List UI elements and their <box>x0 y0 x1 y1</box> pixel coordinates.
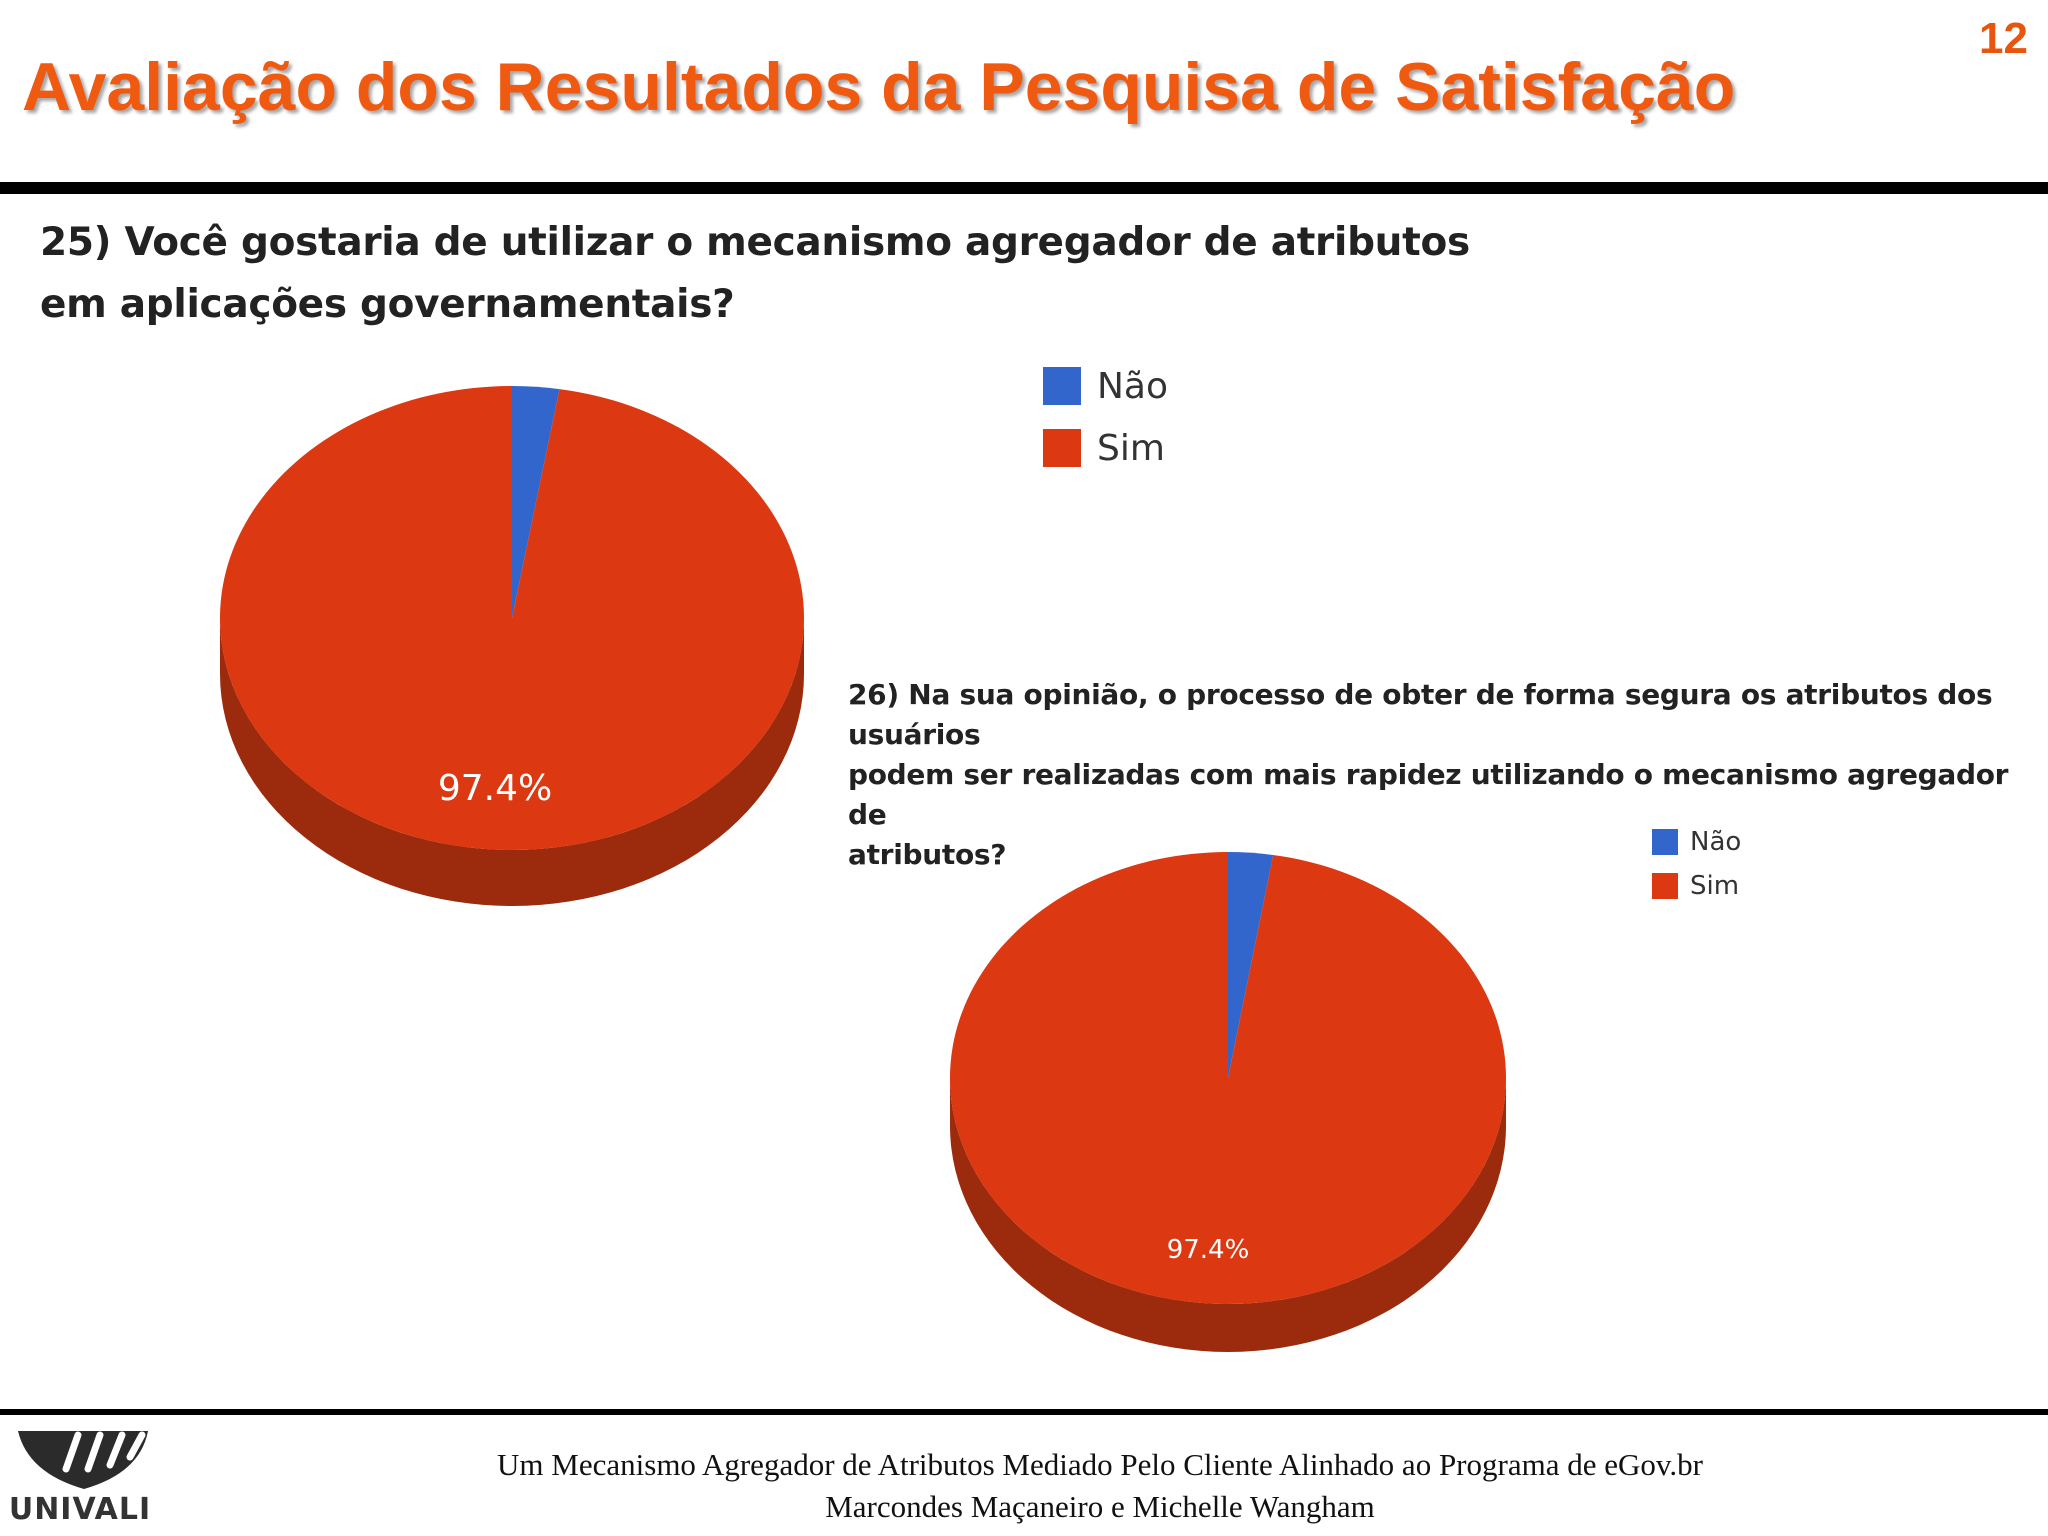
chart2-question: 26) Na sua opinião, o processo de obter … <box>848 675 2038 875</box>
logo-text: UNIVALI <box>8 1492 152 1527</box>
chart2-title-line-1: 26) Na sua opinião, o processo de obter … <box>848 678 1993 751</box>
chart2-data-label: 97.4% <box>1167 1235 1250 1265</box>
chart2-slice-nao <box>1228 852 1274 1078</box>
chart2-title-line-2: podem ser realizadas com mais rapidez ut… <box>848 758 2009 831</box>
chart1-title-line-1: 25) Você gostaria de utilizar o mecanism… <box>40 220 1470 265</box>
footer-line-1: Um Mecanismo Agregador de Atributos Medi… <box>497 1447 1703 1482</box>
chart2-legend-item-sim: Sim <box>1652 864 1741 908</box>
chart1-legend-label-nao: Não <box>1097 365 1169 407</box>
chart1-legend: Não Sim <box>1043 355 1168 479</box>
chart2-pie-side <box>950 1078 1506 1352</box>
chart2-legend: Não Sim <box>1652 820 1741 908</box>
chart2-legend-swatch-nao <box>1652 829 1678 855</box>
chart1-data-label: 97.4% <box>438 768 552 809</box>
footer-divider <box>0 1409 2048 1415</box>
chart1-legend-label-sim: Sim <box>1097 427 1165 469</box>
chart1-question: 25) Você gostaria de utilizar o mecanism… <box>40 212 1490 336</box>
footer-line-2: Marcondes Maçaneiro e Michelle Wangham <box>825 1489 1375 1524</box>
chart2-legend-swatch-sim <box>1652 873 1678 899</box>
chart1-slice-sim <box>219 386 804 850</box>
chart2-legend-item-nao: Não <box>1652 820 1741 864</box>
header-divider <box>0 182 2048 194</box>
chart1-slice-nao <box>512 386 560 618</box>
slide-number: 12 <box>1979 14 2028 63</box>
chart1-pie-side <box>220 618 804 906</box>
chart1-legend-swatch-sim <box>1043 429 1081 467</box>
slide-title: Avaliação dos Resultados da Pesquisa de … <box>22 49 1736 125</box>
chart1-legend-swatch-nao <box>1043 367 1081 405</box>
chart2-title-line-3: atributos? <box>848 838 1007 871</box>
chart2-legend-label-nao: Não <box>1690 827 1742 857</box>
chart2-slice-sim <box>950 851 1506 1304</box>
chart2-legend-label-sim: Sim <box>1690 871 1740 901</box>
chart1-legend-item-sim: Sim <box>1043 417 1168 479</box>
chart1-title-line-2: em aplicações governamentais? <box>40 282 735 327</box>
univali-logo-icon <box>18 1431 148 1489</box>
chart1-legend-item-nao: Não <box>1043 355 1168 417</box>
